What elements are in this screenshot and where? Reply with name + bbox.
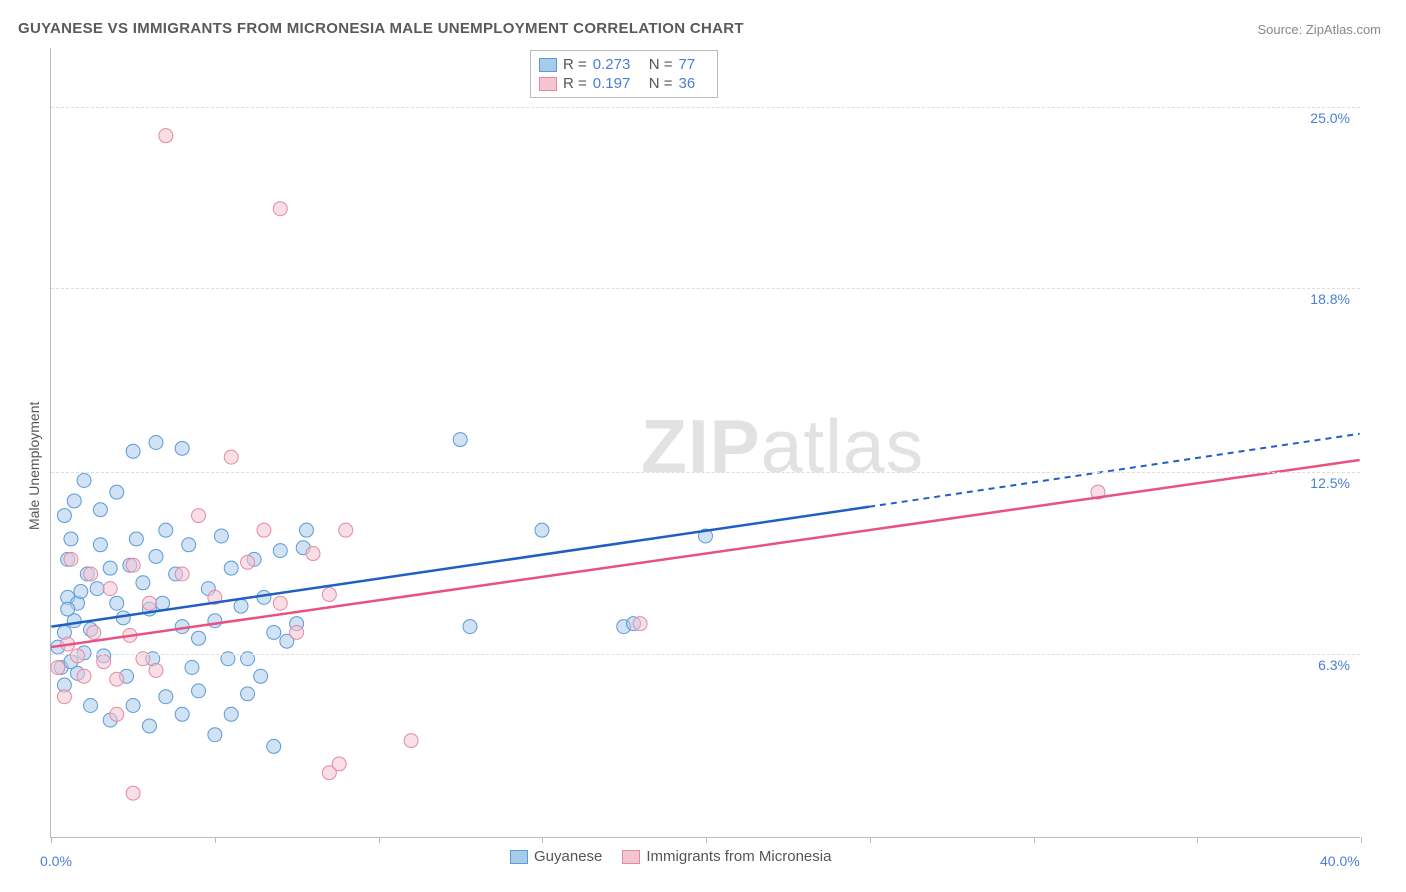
source-label: Source: ZipAtlas.com <box>1257 22 1381 37</box>
y-tick-label: 12.5% <box>1310 475 1350 491</box>
legend-stats-row-0: R = 0.273 N = 77 <box>539 55 709 74</box>
swatch-series-1 <box>539 77 557 91</box>
y-tick-label: 6.3% <box>1318 657 1350 673</box>
swatch-bottom-0 <box>510 850 528 864</box>
y-tick-label: 18.8% <box>1310 291 1350 307</box>
legend-item-1: Immigrants from Micronesia <box>622 848 831 865</box>
x-min-label: 0.0% <box>40 853 72 869</box>
plot-area: ZIPatlas 6.3%12.5%18.8%25.0% <box>50 48 1360 838</box>
plot-svg <box>51 48 1360 837</box>
legend-item-0: Guyanese <box>510 848 602 865</box>
legend-stats-row-1: R = 0.197 N = 36 <box>539 74 709 93</box>
correlation-chart: GUYANESE VS IMMIGRANTS FROM MICRONESIA M… <box>0 0 1406 892</box>
legend-series: Guyanese Immigrants from Micronesia <box>510 848 831 865</box>
y-tick-label: 25.0% <box>1310 110 1350 126</box>
legend-stats: R = 0.273 N = 77 R = 0.197 N = 36 <box>530 50 718 98</box>
swatch-series-0 <box>539 58 557 72</box>
chart-title: GUYANESE VS IMMIGRANTS FROM MICRONESIA M… <box>18 20 744 37</box>
y-axis-label: Male Unemployment <box>26 402 42 530</box>
x-max-label: 40.0% <box>1320 853 1360 869</box>
swatch-bottom-1 <box>622 850 640 864</box>
